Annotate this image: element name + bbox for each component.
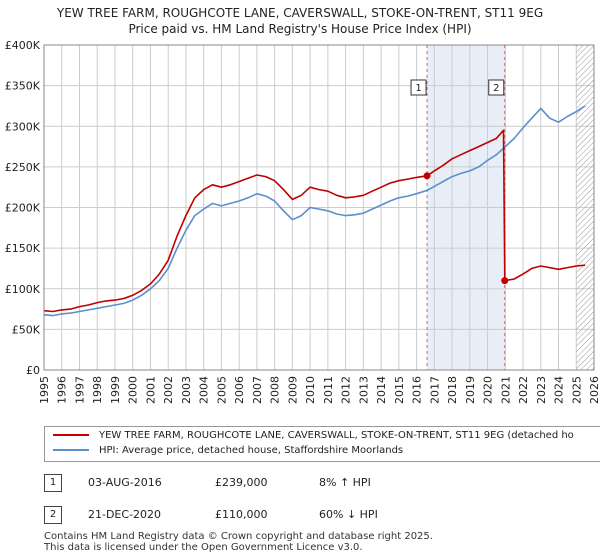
x-tick-label: 1999	[109, 376, 122, 404]
x-tick-label: 2011	[322, 376, 335, 404]
sale-number-label: 1	[415, 83, 421, 94]
attribution: Contains HM Land Registry data © Crown c…	[44, 531, 433, 553]
y-tick-label: £150K	[5, 242, 41, 255]
sale-number-label: 2	[493, 83, 499, 94]
plot-frame	[43, 44, 595, 371]
y-tick-label: £250K	[5, 161, 41, 174]
x-tick-label: 2021	[499, 376, 512, 404]
legend-item-hpi: HPI: Average price, detached house, Staf…	[53, 445, 403, 459]
transaction-number-badge: 1	[44, 474, 62, 492]
x-tick-label: 2015	[393, 376, 406, 404]
legend-label-property: YEW TREE FARM, ROUGHCOTE LANE, CAVERSWAL…	[99, 430, 574, 441]
transaction-date: 03-AUG-2016	[88, 476, 162, 489]
sale-number-box	[488, 79, 505, 96]
sale-point	[423, 172, 431, 180]
y-tick-label: £0	[26, 364, 40, 377]
x-tick-label: 2024	[553, 376, 566, 404]
x-tick-label: 2020	[482, 376, 495, 404]
transaction-hpi-change: 8% ↑ HPI	[319, 476, 371, 489]
forecast-hatch-region	[576, 45, 594, 370]
x-tick-label: 1995	[38, 376, 51, 404]
x-tick-label: 2016	[411, 376, 424, 404]
x-tick-label: 1996	[56, 376, 69, 404]
sale-point	[501, 277, 509, 285]
x-tick-label: 2012	[340, 376, 353, 404]
y-tick-label: £200K	[5, 202, 41, 215]
x-tick-label: 2000	[127, 376, 140, 404]
x-tick-label: 2013	[357, 376, 370, 404]
x-tick-label: 1997	[73, 376, 86, 404]
price-chart: 1 2 £0 £50K £100K £150K £200K £250K £300K £350K £…	[5, 39, 600, 404]
x-tick-label: 2003	[180, 376, 193, 404]
legend-item-property: YEW TREE FARM, ROUGHCOTE LANE, CAVERSWAL…	[53, 430, 574, 444]
x-tick-label: 2007	[251, 376, 264, 404]
x-tick-label: 2006	[233, 376, 246, 404]
chart-title: YEW TREE FARM, ROUGHCOTE LANE, CAVERSWAL…	[56, 6, 544, 20]
x-tick-label: 2017	[428, 376, 441, 404]
x-tick-label: 2004	[198, 376, 211, 404]
y-tick-label: £100K	[5, 283, 41, 296]
transaction-number-badge: 2	[44, 506, 62, 524]
legend-swatch-property	[53, 434, 89, 436]
y-tick-label: £300K	[5, 120, 41, 133]
x-tick-label: 2022	[517, 376, 530, 404]
sale-number-box	[410, 79, 427, 96]
x-tick-label: 1998	[91, 376, 104, 404]
property-price-line	[43, 129, 586, 313]
x-tick-label: 2014	[375, 376, 388, 404]
transaction-price: £239,000	[215, 476, 268, 489]
x-tick-label: 2009	[286, 376, 299, 404]
hpi-line	[43, 105, 586, 317]
x-tick-label: 2005	[215, 376, 228, 404]
x-tick-label: 2008	[269, 376, 282, 404]
attribution-line-2: This data is licensed under the Open Gov…	[44, 542, 363, 553]
chart-subtitle: Price paid vs. HM Land Registry's House …	[128, 22, 472, 36]
legend-swatch-hpi	[53, 449, 89, 451]
x-tick-label: 2026	[588, 376, 600, 404]
x-tick-label: 2023	[535, 376, 548, 404]
y-tick-label: £400K	[5, 39, 41, 52]
y-tick-label: £50K	[12, 323, 41, 336]
x-tick-label: 2010	[304, 376, 317, 404]
x-tick-label: 2002	[162, 376, 175, 404]
attribution-line-1: Contains HM Land Registry data © Crown c…	[44, 531, 433, 542]
y-tick-label: £350K	[5, 80, 41, 93]
legend: YEW TREE FARM, ROUGHCOTE LANE, CAVERSWAL…	[44, 426, 600, 462]
transaction-hpi-change: 60% ↓ HPI	[319, 508, 378, 521]
transaction-date: 21-DEC-2020	[88, 508, 162, 521]
legend-label-hpi: HPI: Average price, detached house, Staf…	[99, 445, 404, 456]
transaction-price: £110,000	[215, 508, 268, 521]
x-tick-label: 2019	[464, 376, 477, 404]
x-tick-label: 2001	[144, 376, 157, 404]
x-tick-label: 2025	[570, 376, 583, 404]
x-tick-label: 2018	[446, 376, 459, 404]
